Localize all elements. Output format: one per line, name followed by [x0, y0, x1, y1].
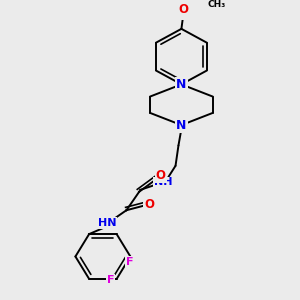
- Text: F: F: [126, 257, 133, 267]
- Text: O: O: [144, 198, 154, 211]
- Text: F: F: [107, 275, 115, 285]
- Text: O: O: [156, 169, 166, 182]
- Text: HN: HN: [98, 218, 116, 228]
- Text: CH₃: CH₃: [208, 0, 226, 9]
- Text: NH: NH: [154, 178, 172, 188]
- Text: O: O: [178, 3, 188, 16]
- Text: N: N: [176, 118, 187, 132]
- Text: N: N: [176, 78, 187, 91]
